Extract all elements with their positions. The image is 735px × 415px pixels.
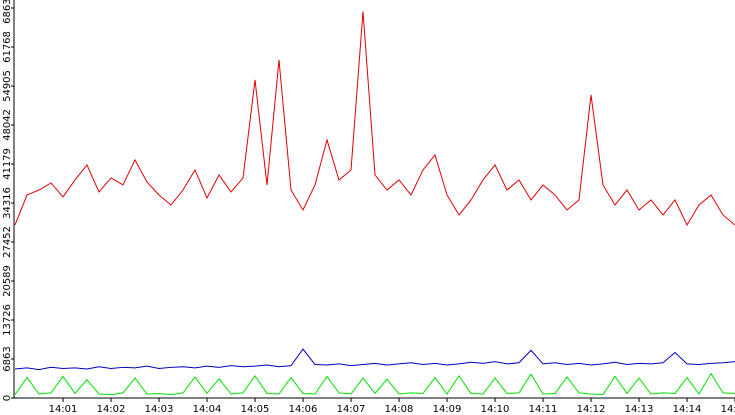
series-line [14,372,735,396]
x-tick-label: 14:11 [529,404,558,415]
y-tick-label: 20589 [2,265,13,297]
x-tick-label: 14:14 [673,404,702,415]
series-line [14,348,735,371]
y-tick-label: 13726 [2,304,13,336]
y-tick-label: 41179 [2,148,13,180]
y-tick-label: 34316 [2,187,13,219]
y-tick-label: 0 [2,395,13,401]
y-tick-label: 61768 [2,31,13,63]
y-tick-label: 68632 [2,0,13,24]
y-tick-label: 48042 [2,109,13,141]
x-tick-label: 14:06 [289,404,318,415]
x-tick-label: 14:05 [241,404,270,415]
series-line [14,11,735,227]
x-tick-label: 14:01 [49,404,78,415]
x-tick-label: 14:10 [481,404,510,415]
x-tick-label: 14:09 [433,404,462,415]
y-tick-label: 6863 [2,346,13,371]
x-tick-label: 14:08 [385,404,414,415]
x-tick-label: 14:07 [337,404,366,415]
y-tick-label: 54905 [2,70,13,102]
x-tick-label: 14:12 [577,404,606,415]
x-tick-label: 14:03 [145,404,174,415]
x-tick-label: 14:15 [721,404,735,415]
x-tick-label: 14:13 [625,404,654,415]
x-tick-label: 14:04 [193,404,222,415]
x-tick-label: 14:02 [97,404,126,415]
y-tick-label: 27452 [2,226,13,258]
